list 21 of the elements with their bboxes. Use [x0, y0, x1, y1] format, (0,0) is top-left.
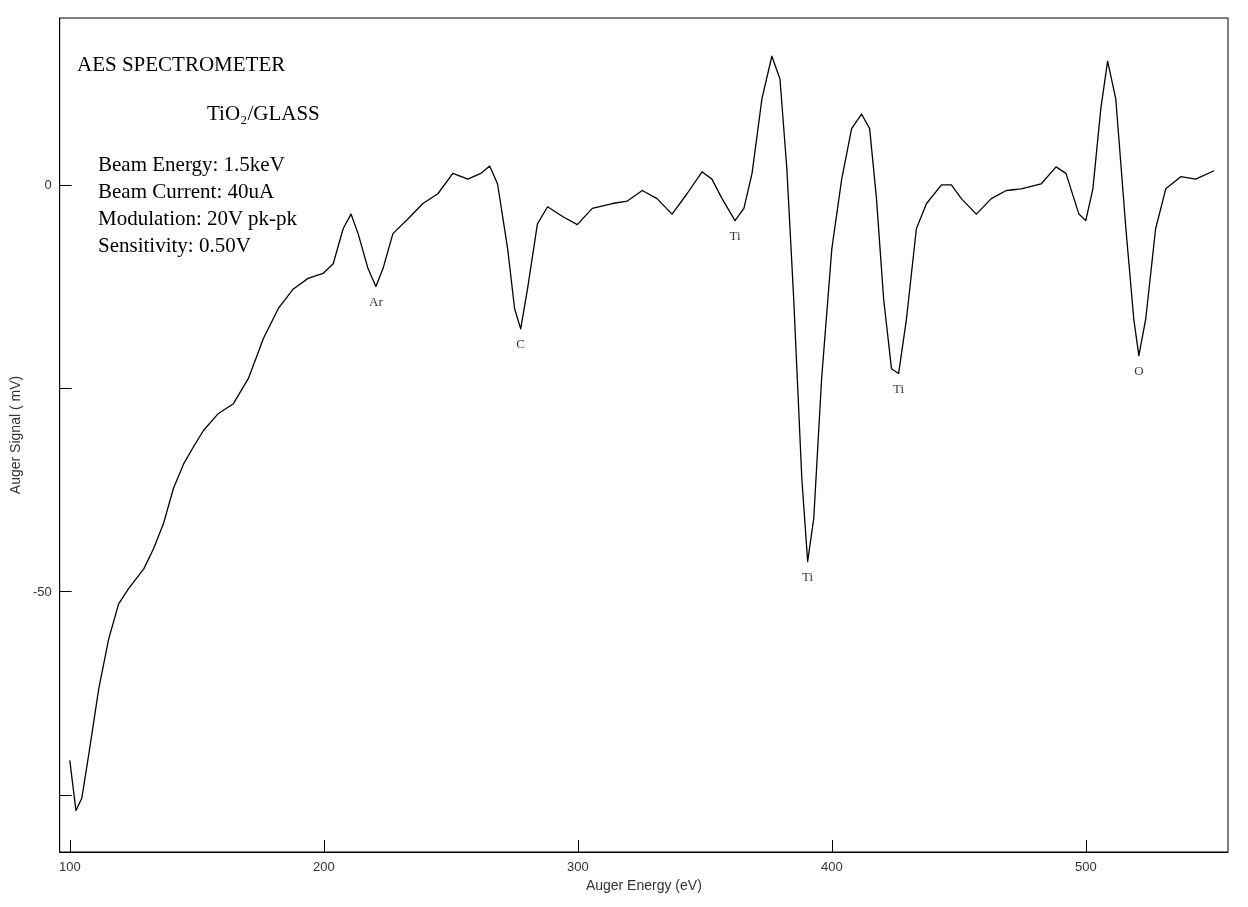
annotation: Ti	[802, 568, 814, 584]
y-axis-title: Auger Signal ( mV)	[7, 375, 23, 495]
annotation: Beam Current: 40uA	[98, 178, 275, 203]
annotation: O	[1134, 362, 1144, 378]
annotation: Modulation: 20V pk-pk	[98, 205, 298, 230]
x-axis-title: Auger Energy (eV)	[585, 876, 702, 893]
annotation: Ti	[729, 227, 741, 243]
y-tick-label: -50	[32, 584, 52, 600]
annotation: Beam Energy: 1.5keV	[98, 151, 285, 176]
y-tick-label: 0	[44, 177, 52, 193]
annotation: C	[516, 335, 525, 351]
x-tick-label: 300	[566, 859, 589, 874]
text: AES SPECTROMETER	[77, 51, 286, 76]
x-tick-label: 200	[312, 859, 335, 874]
x-tick-label: 400	[820, 859, 843, 874]
annotation: Sensitivity: 0.50V	[98, 232, 251, 257]
x-tick-label: 500	[1074, 859, 1097, 874]
annotation: Ar	[369, 293, 384, 309]
x-tick-label: 100	[59, 859, 81, 874]
annotation: Ti	[893, 380, 905, 396]
text: TiO₂/GLASS	[207, 100, 320, 125]
